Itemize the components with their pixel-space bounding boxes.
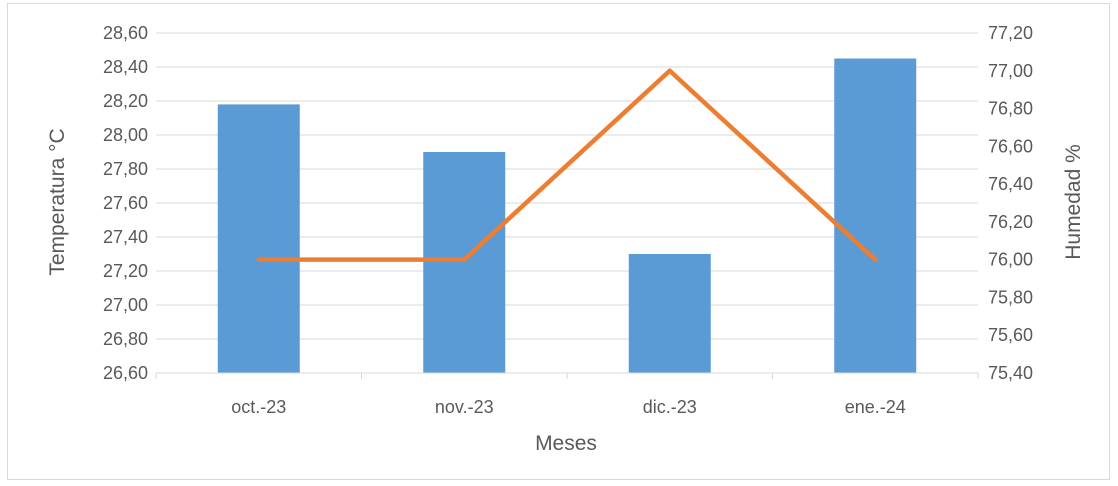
left-tick-label: 28,00 (103, 125, 148, 145)
right-tick-label: 75,40 (988, 363, 1033, 383)
x-tick-label: nov.-23 (435, 397, 494, 417)
left-tick-label: 27,20 (103, 261, 148, 281)
bar (217, 104, 300, 374)
chart-frame (7, 3, 1110, 480)
left-tick-labels: 26,60 26,80 27,00 27,20 27,40 27,60 27,80 28,00… (103, 23, 148, 383)
right-tick-label: 76,00 (988, 250, 1033, 270)
x-tick-label: oct.-23 (231, 397, 286, 417)
left-tick-label: 28,20 (103, 91, 148, 111)
left-tick-label: 27,80 (103, 159, 148, 179)
x-axis-title: Meses (535, 432, 597, 455)
left-tick-label: 27,40 (103, 227, 148, 247)
right-tick-label: 76,60 (988, 136, 1033, 156)
bar (628, 254, 711, 373)
left-tick-label: 27,60 (103, 193, 148, 213)
x-tick-labels: oct.-23 nov.-23 dic.-23 ene.-24 (231, 397, 906, 417)
left-tick-label: 26,60 (103, 363, 148, 383)
bar-series (217, 58, 917, 374)
right-tick-label: 76,80 (988, 99, 1033, 119)
left-tick-label: 28,60 (103, 23, 148, 43)
right-tick-label: 77,00 (988, 61, 1033, 81)
humidity-line (256, 68, 878, 262)
bar (423, 152, 506, 373)
right-tick-labels: 75,40 75,60 75,80 76,00 76,20 76,40 76,60 76,80… (988, 23, 1033, 383)
right-tick-label: 76,40 (988, 174, 1033, 194)
bar (834, 58, 917, 373)
left-tick-label: 28,40 (103, 57, 148, 77)
right-tick-label: 75,60 (988, 325, 1033, 345)
left-y-axis-title: Temperatura °C (46, 128, 69, 275)
right-tick-label: 77,20 (988, 23, 1033, 43)
x-tick-label: ene.-24 (845, 397, 906, 417)
right-tick-label: 75,80 (988, 287, 1033, 307)
axes (155, 372, 979, 379)
right-y-axis-title: Humedad % (1062, 144, 1085, 260)
right-tick-label: 76,20 (988, 212, 1033, 232)
left-tick-label: 27,00 (103, 295, 148, 315)
line-series (256, 68, 878, 262)
left-tick-label: 26,80 (103, 329, 148, 349)
x-tick-label: dic.-23 (643, 397, 697, 417)
